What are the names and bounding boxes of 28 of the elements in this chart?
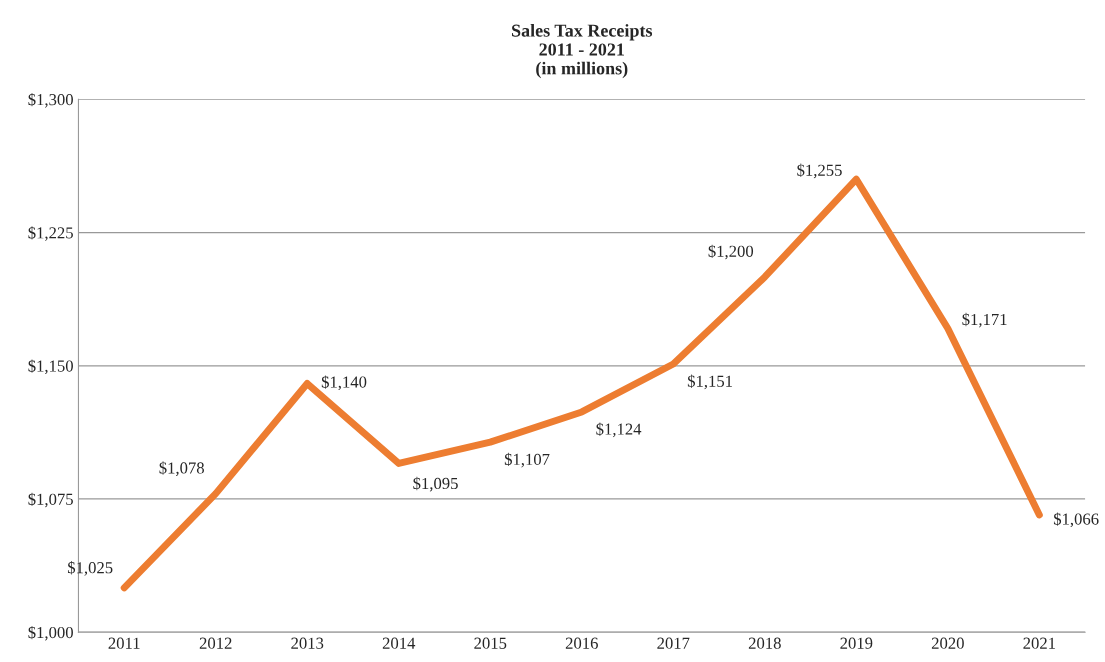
x-tick-label: 2014 (382, 637, 416, 649)
data-label: $1,140 (321, 375, 367, 391)
data-label: $1,124 (596, 422, 642, 438)
data-label: $1,200 (708, 244, 754, 260)
y-tick-label: $1,075 (28, 492, 73, 508)
x-tick-label: 2011 (108, 637, 140, 649)
x-tick-label: 2021 (1023, 637, 1056, 649)
x-tick-label: 2012 (199, 637, 232, 649)
data-label: $1,171 (962, 312, 1007, 328)
data-label: $1,066 (1053, 512, 1099, 528)
data-label: $1,107 (504, 452, 550, 468)
y-tick-label: $1,000 (28, 625, 73, 641)
x-tick-label: 2017 (657, 637, 690, 649)
x-tick-label: 2018 (748, 637, 781, 649)
data-label: $1,095 (413, 476, 458, 492)
x-tick-label: 2016 (565, 637, 598, 649)
data-label: $1,025 (67, 561, 113, 576)
data-label: $1,078 (159, 461, 204, 476)
x-tick-label: 2019 (840, 637, 873, 649)
x-tick-label: 2020 (931, 637, 964, 649)
x-tick-label: 2015 (474, 637, 507, 649)
chart-title: Sales Tax Receipts 2011 - 2021 (in millions) (512, 24, 653, 79)
y-tick-label: $1,150 (28, 359, 73, 375)
y-tick-label: $1,300 (28, 93, 73, 108)
data-label: $1,255 (797, 163, 842, 179)
x-tick-label: 2013 (291, 637, 324, 649)
data-label: $1,151 (687, 374, 733, 390)
y-tick-label: $1,225 (28, 226, 73, 241)
